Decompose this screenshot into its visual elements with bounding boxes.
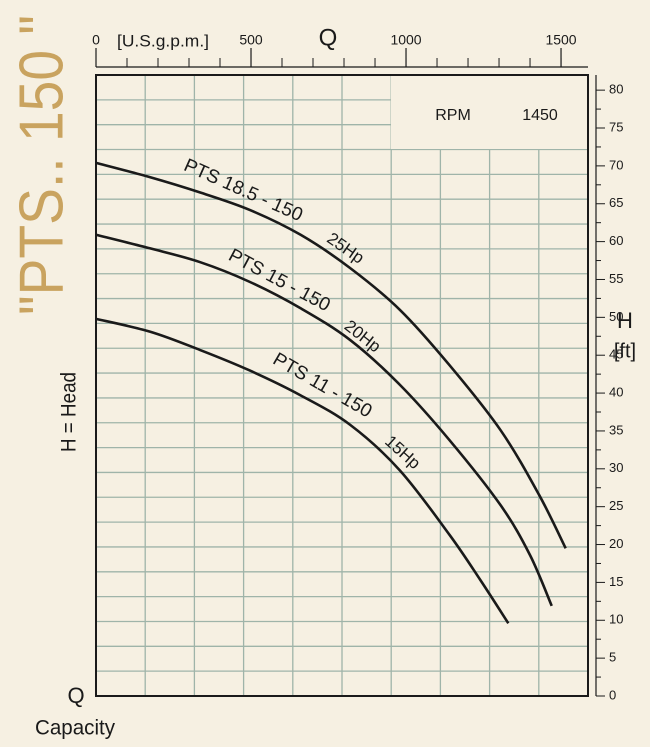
pump-curve — [95, 233, 553, 607]
y-tick-label: 20 — [609, 536, 623, 551]
x-tick-label: 1000 — [390, 32, 421, 48]
y-tick-label: 0 — [609, 687, 616, 702]
y-tick-label: 50 — [609, 309, 623, 324]
rpm-label: RPM — [435, 107, 471, 124]
pump-curve — [95, 317, 510, 625]
y-tick-label: 55 — [609, 271, 623, 286]
y-label: H — [617, 308, 633, 333]
y-tick-label: 30 — [609, 460, 623, 475]
y-tick-label: 35 — [609, 422, 623, 437]
x-tick-label: 0 — [92, 32, 100, 48]
rpm-box — [391, 76, 587, 149]
corner-sublabel: Capacity — [35, 717, 115, 740]
y-tick-label: 25 — [609, 498, 623, 513]
y-tick-label: 45 — [609, 347, 623, 362]
chart-title: "PTS.. 150 " — [7, 15, 76, 315]
y-tick-label: 65 — [609, 195, 623, 210]
plot-frame — [95, 74, 589, 697]
y-tick-label: 15 — [609, 574, 623, 589]
pump-curve — [95, 161, 567, 549]
y-tick-label: 60 — [609, 233, 623, 248]
y-tick-label: 5 — [609, 650, 616, 665]
x-unit: [U.S.g.p.m.] — [117, 31, 209, 50]
corner-label: Q — [67, 683, 84, 708]
side-label: H = Head — [58, 372, 81, 452]
rpm-value: 1450 — [522, 107, 558, 124]
y-tick-label: 80 — [609, 82, 623, 97]
x-label: Q — [319, 24, 338, 51]
x-tick-label: 1500 — [545, 32, 576, 48]
y-tick-label: 10 — [609, 612, 623, 627]
y-tick-label: 75 — [609, 119, 623, 134]
y-tick-label: 70 — [609, 157, 623, 172]
y-unit: [ft] — [614, 340, 636, 362]
y-tick-label: 40 — [609, 385, 623, 400]
x-tick-label: 500 — [239, 32, 263, 48]
